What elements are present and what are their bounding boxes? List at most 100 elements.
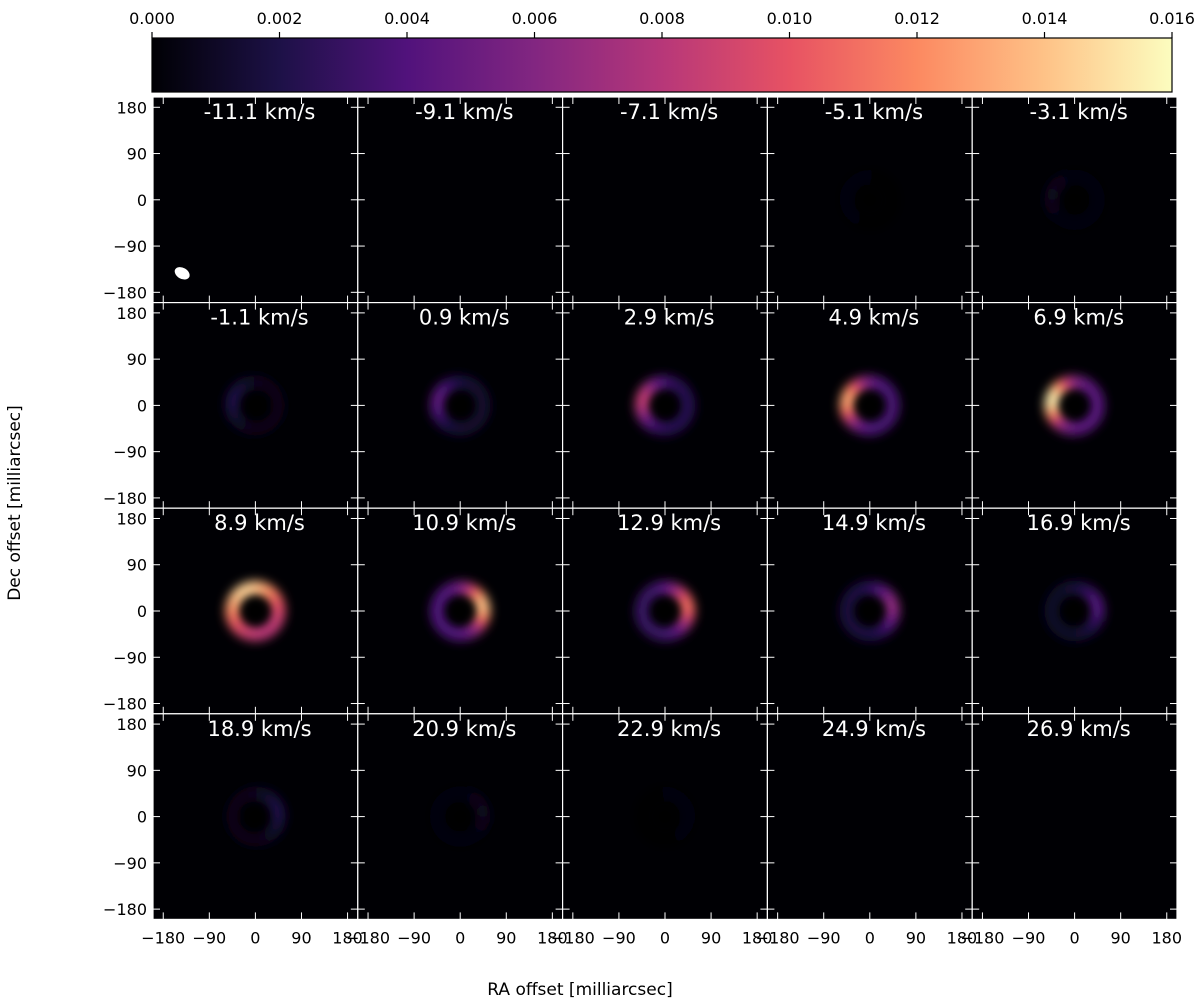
ring-segment: [1080, 623, 1090, 639]
panel-frame: [971, 713, 1178, 920]
velocity-label: 24.9 km/s: [822, 717, 926, 741]
ring-segment: [269, 614, 285, 623]
ring-segment: [269, 612, 286, 619]
ring-segment: [841, 616, 858, 627]
ring-segment: [873, 581, 882, 598]
ring-segment: [1083, 175, 1096, 190]
ring-segment: [1066, 419, 1073, 436]
ring-segment: [1078, 213, 1087, 229]
ring-segment: [646, 828, 658, 843]
ring-segment: [637, 595, 653, 606]
ring-segment: [243, 624, 252, 641]
ring-segment: [871, 419, 878, 436]
panel-background: [357, 97, 563, 303]
ring-segment: [851, 417, 863, 432]
ring-segment: [670, 829, 681, 845]
velocity-label: -7.1 km/s: [620, 100, 718, 124]
ring-segment: [434, 618, 449, 630]
x-tick-label: 180: [947, 928, 978, 947]
ring-segment: [843, 592, 859, 604]
ring-segment: [1059, 623, 1070, 639]
ring-segment: [854, 171, 865, 188]
ring-segment: [1080, 418, 1090, 434]
panel-background: [767, 713, 973, 920]
ring-segment: [851, 379, 863, 394]
channel-panel: -9.1 km/s: [357, 96, 564, 304]
velocity-label: -11.1 km/s: [204, 100, 316, 124]
ring-segment: [474, 407, 491, 414]
ring-segment: [668, 830, 677, 846]
ring-segment: [637, 390, 653, 400]
ring-segment: [226, 409, 242, 417]
ring-segment: [1044, 397, 1061, 404]
ring-segment: [666, 830, 673, 847]
ring-segment: [465, 788, 476, 804]
ring-segment: [243, 830, 252, 846]
ring-segment: [269, 820, 285, 829]
ring-segment: [882, 390, 898, 400]
ring-segment: [470, 619, 485, 633]
ring-segment: [678, 599, 695, 608]
ring-segment: [677, 616, 693, 627]
ring-segment: [470, 825, 485, 838]
ring-segment: [641, 825, 655, 838]
ring-segment: [1056, 417, 1068, 432]
ring-segment: [431, 409, 447, 417]
ring-segment: [1086, 207, 1101, 219]
ring-segment: [474, 397, 491, 404]
ring-segment: [260, 829, 271, 845]
channel-panel: 0.9 km/s: [357, 302, 564, 509]
ring-segment: [861, 214, 868, 230]
ring-segment: [1088, 393, 1104, 402]
ring-segment: [643, 621, 657, 635]
ring-segment: [441, 828, 453, 843]
ring-segment: [848, 210, 861, 224]
x-tick-label: −90: [602, 928, 636, 947]
ring-segment: [260, 788, 271, 804]
channel-panel: 24.9 km/s −180 −90 0 90 180: [756, 713, 978, 947]
ring-segment: [668, 376, 677, 392]
ring-segment: [1087, 410, 1103, 421]
ring-segment: [871, 214, 878, 230]
ring-segment: [670, 788, 681, 804]
ring-segment: [430, 818, 446, 825]
x-tick-label: 90: [496, 928, 516, 947]
ring-segment: [1076, 375, 1083, 392]
ring-segment: [840, 614, 857, 623]
ring-segment: [672, 790, 684, 805]
ring-segment: [264, 827, 277, 841]
ring-segment: [225, 603, 242, 610]
ring-segment: [267, 387, 282, 399]
ring-segment: [1048, 207, 1063, 219]
y-tick-label: 90: [127, 350, 147, 369]
ring-segment: [1046, 184, 1062, 195]
ring-segment: [670, 377, 681, 393]
y-tick-label: −180: [103, 489, 147, 508]
ring-segment: [678, 393, 695, 402]
ring-segment: [268, 390, 284, 400]
ring-segment: [843, 207, 859, 219]
ring-segment: [635, 818, 651, 825]
ring-segment: [858, 419, 867, 435]
ring-segment: [1045, 203, 1061, 212]
ring-hole: [856, 186, 883, 213]
ring-segment: [465, 418, 476, 434]
ring-segment: [1088, 603, 1105, 610]
ring-segment: [1063, 624, 1071, 641]
ring-segment: [240, 377, 250, 393]
ring-segment: [1086, 412, 1101, 424]
ring-segment: [237, 828, 249, 843]
ring-segment: [646, 622, 658, 638]
ring-segment: [851, 173, 863, 189]
ring-segment: [267, 592, 282, 604]
ring-segment: [1078, 419, 1087, 435]
ring-segment: [646, 584, 658, 600]
ring-segment: [269, 808, 286, 815]
x-tick-label: −180: [756, 928, 800, 947]
ring-segment: [840, 188, 857, 197]
ring-segment: [1085, 619, 1099, 633]
ring-segment: [1063, 419, 1071, 435]
ring-segment: [882, 184, 898, 195]
ring-segment: [635, 603, 651, 610]
x-tick-label: −180: [551, 928, 595, 947]
